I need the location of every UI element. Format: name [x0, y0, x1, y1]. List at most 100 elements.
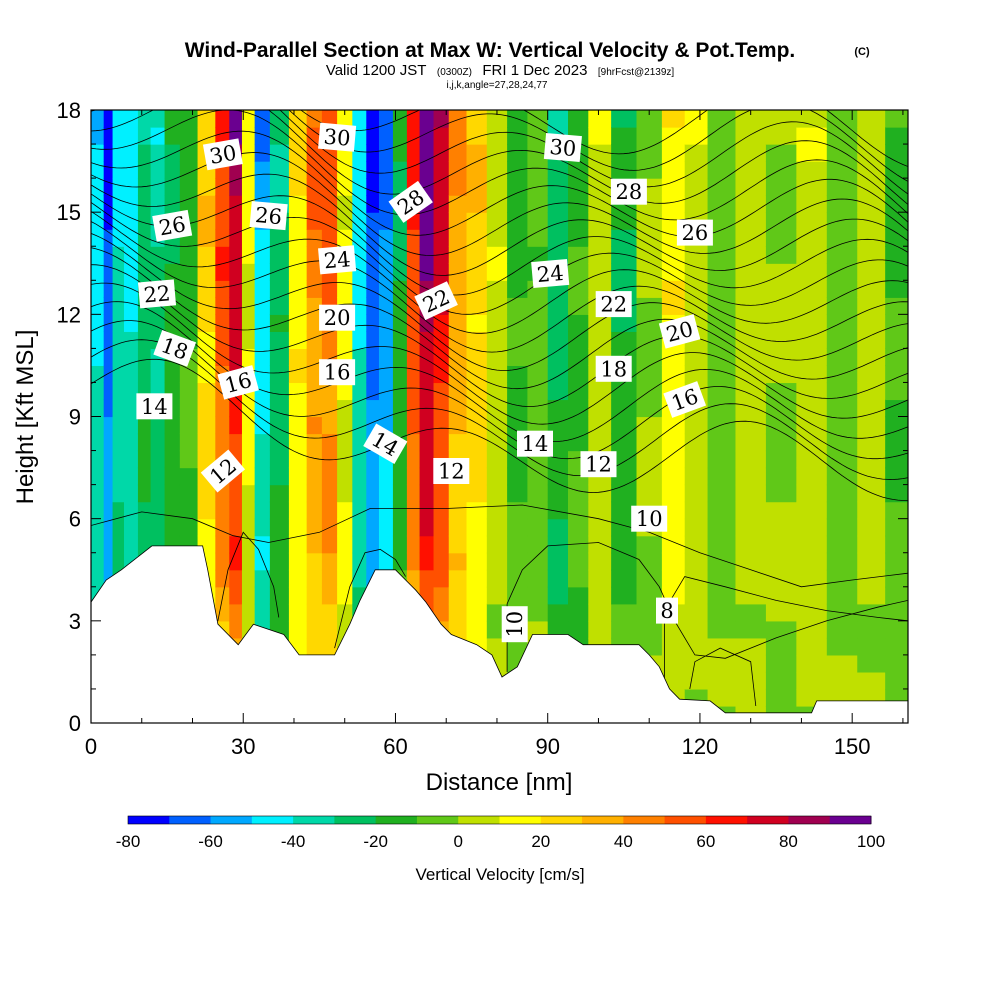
velocity-cell	[215, 263, 230, 281]
velocity-cell	[288, 297, 308, 315]
velocity-cell	[137, 212, 152, 230]
velocity-cell	[378, 501, 394, 520]
velocity-cell	[150, 161, 166, 179]
velocity-cell	[568, 569, 589, 588]
velocity-cell	[885, 552, 908, 571]
velocity-cell	[288, 569, 308, 588]
velocity-cell	[796, 246, 828, 264]
velocity-cell	[636, 535, 663, 554]
contour-label-bg	[137, 279, 177, 309]
colorbar-swatch	[251, 816, 294, 824]
velocity-cell	[269, 229, 290, 247]
velocity-cell	[433, 501, 450, 520]
velocity-cell	[857, 365, 886, 384]
velocity-cell	[765, 110, 797, 128]
velocity-cell	[419, 161, 435, 179]
velocity-cell	[486, 382, 508, 401]
velocity-cell	[611, 484, 638, 503]
x-tick-label: 120	[682, 734, 719, 759]
velocity-cell	[241, 484, 256, 503]
velocity-cell	[406, 280, 421, 298]
velocity-cell	[137, 348, 152, 367]
velocity-cell	[137, 484, 152, 503]
velocity-cell	[826, 212, 858, 230]
velocity-cell	[765, 433, 797, 452]
y-tick-label: 9	[69, 405, 81, 430]
contour-label-bg	[249, 201, 288, 231]
velocity-cell	[507, 297, 529, 315]
x-tick-label: 60	[383, 734, 407, 759]
velocity-cell	[486, 127, 508, 145]
velocity-cell	[306, 212, 323, 230]
velocity-cell	[241, 603, 256, 622]
velocity-cell	[636, 246, 663, 264]
velocity-cell	[684, 637, 709, 656]
velocity-cell	[229, 399, 243, 418]
velocity-cell	[433, 569, 450, 588]
velocity-cell	[406, 161, 421, 179]
velocity-cell	[885, 654, 908, 673]
velocity-cell	[306, 178, 323, 196]
velocity-cell	[684, 484, 709, 503]
velocity-cell	[486, 365, 508, 384]
velocity-cell	[885, 127, 908, 145]
velocity-cell	[366, 467, 380, 486]
velocity-cell	[547, 195, 569, 213]
velocity-cell	[611, 331, 638, 349]
velocity-cell	[588, 246, 612, 264]
velocity-cell	[735, 450, 767, 469]
velocity-cell	[885, 467, 908, 486]
velocity-cell	[378, 518, 394, 537]
velocity-cell	[269, 263, 290, 281]
velocity-cell	[215, 280, 230, 298]
velocity-cell	[765, 246, 797, 264]
velocity-cell	[527, 569, 549, 588]
velocity-cell	[735, 433, 767, 452]
velocity-cell	[507, 399, 529, 418]
velocity-cell	[885, 212, 908, 230]
velocity-cell	[378, 399, 394, 418]
velocity-cell	[611, 518, 638, 537]
velocity-cell	[796, 161, 828, 179]
velocity-cell	[269, 246, 290, 264]
velocity-cell	[306, 467, 323, 486]
velocity-cell	[269, 399, 290, 418]
contour-label-text: 30	[323, 125, 352, 151]
velocity-cell	[527, 246, 549, 264]
velocity-cell	[527, 365, 549, 384]
velocity-cell	[288, 535, 308, 554]
velocity-cell	[707, 314, 737, 332]
velocity-cell	[636, 229, 663, 247]
velocity-cell	[448, 433, 468, 452]
velocity-cell	[568, 348, 589, 367]
velocity-cell	[507, 569, 529, 588]
velocity-cell	[137, 467, 152, 486]
velocity-cell	[588, 263, 612, 281]
velocity-cell	[661, 433, 686, 452]
velocity-cell	[137, 195, 152, 213]
velocity-cell	[150, 246, 166, 264]
contour-label: 26	[152, 209, 193, 242]
velocity-cell	[103, 229, 114, 247]
velocity-cell	[103, 450, 114, 469]
velocity-cell	[103, 382, 114, 401]
velocity-cell	[707, 467, 737, 486]
velocity-cell	[378, 467, 394, 486]
grid-indices: i,j,k,angle=27,28,24,77	[447, 80, 548, 91]
velocity-cell	[179, 365, 199, 384]
velocity-cell	[288, 263, 308, 281]
velocity-cell	[123, 467, 139, 486]
velocity-cell	[735, 263, 767, 281]
velocity-cell	[112, 195, 125, 213]
velocity-cell	[269, 416, 290, 435]
velocity-cell	[611, 620, 638, 639]
velocity-cell	[306, 620, 323, 639]
velocity-cell	[254, 229, 271, 247]
velocity-cell	[486, 450, 508, 469]
velocity-cell	[406, 246, 421, 264]
velocity-cell	[352, 450, 367, 469]
velocity-cell	[568, 620, 589, 639]
velocity-cell	[636, 144, 663, 162]
velocity-cell	[150, 484, 166, 503]
velocity-cell	[588, 212, 612, 230]
